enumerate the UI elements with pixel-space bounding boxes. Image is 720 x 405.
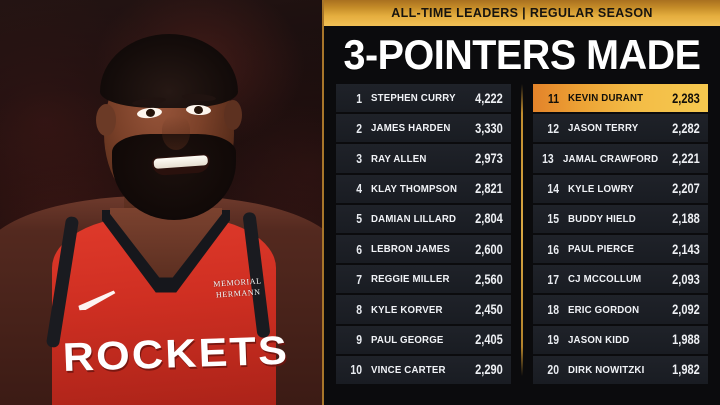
leaderboard-row[interactable]: 10 VINCE CARTER 2,290 — [336, 355, 511, 385]
leaderboard-row[interactable]: 19 JASON KIDD 1,988 — [533, 325, 708, 354]
leaderboard-row[interactable]: 8 KYLE KORVER 2,450 — [336, 295, 511, 324]
row-rank: 15 — [547, 211, 559, 227]
row-player-name: PAUL PIERCE — [568, 243, 635, 256]
leaderboard-row[interactable]: 11 KEVIN DURANT 2,283 — [533, 84, 708, 113]
row-value: 4,222 — [475, 90, 503, 106]
leaderboard-row[interactable]: 4 KLAY THOMPSON 2,821 — [336, 174, 511, 203]
row-value: 2,188 — [672, 211, 700, 227]
row-player-name: ERIC GORDON — [568, 303, 640, 316]
page-title: 3-POINTERS MADE — [343, 31, 701, 78]
leaderboard-row[interactable]: 7 REGGIE MILLER 2,560 — [336, 265, 511, 294]
leaderboard-row[interactable]: 5 DAMIAN LILLARD 2,804 — [336, 204, 511, 234]
row-rank: 3 — [356, 151, 362, 166]
row-value: 2,221 — [672, 151, 700, 166]
row-player-name: DAMIAN LILLARD — [371, 212, 457, 225]
leaderboard-row[interactable]: 1 STEPHEN CURRY 4,222 — [336, 84, 511, 113]
row-rank: 6 — [356, 241, 362, 257]
row-rank: 20 — [547, 362, 559, 378]
row-rank: 17 — [547, 271, 559, 287]
row-rank: 14 — [547, 181, 559, 197]
row-value: 2,093 — [672, 271, 700, 287]
row-rank: 13 — [542, 151, 554, 166]
row-value: 2,282 — [672, 120, 700, 136]
row-player-name: KYLE LOWRY — [568, 182, 634, 195]
row-value: 2,092 — [672, 302, 700, 318]
player-nose — [162, 116, 190, 150]
leaderboard-row[interactable]: 14 KYLE LOWRY 2,207 — [533, 174, 708, 203]
row-rank: 8 — [356, 302, 362, 318]
leaderboard-row[interactable]: 17 CJ MCCOLLUM 2,093 — [533, 265, 708, 294]
leaderboard-row[interactable]: 20 DIRK NOWITZKI 1,982 — [533, 355, 708, 385]
row-player-name: BUDDY HIELD — [568, 212, 636, 225]
row-value: 2,600 — [475, 241, 503, 257]
column-divider — [521, 84, 523, 376]
row-player-name: JAMES HARDEN — [371, 122, 451, 135]
row-rank: 18 — [547, 302, 559, 318]
banner-text: ALL-TIME LEADERS | REGULAR SEASON — [391, 6, 653, 20]
row-rank: 19 — [547, 332, 559, 348]
leaderboard-row[interactable]: 12 JASON TERRY 2,282 — [533, 114, 708, 143]
row-value: 2,143 — [672, 241, 700, 257]
row-value: 1,982 — [672, 362, 700, 378]
row-rank: 16 — [547, 241, 559, 257]
row-player-name: KEVIN DURANT — [568, 92, 644, 105]
row-value: 2,821 — [475, 181, 503, 197]
row-player-name: DIRK NOWITZKI — [568, 363, 645, 376]
row-rank: 5 — [356, 211, 362, 227]
leaderboard-column-left: 1 STEPHEN CURRY 4,222 2 JAMES HARDEN 3,330 3 RA… — [336, 84, 511, 385]
row-player-name: CJ MCCOLLUM — [568, 273, 642, 286]
row-player-name: JAMAL CRAWFORD — [562, 152, 658, 165]
row-player-name: KYLE KORVER — [371, 303, 443, 316]
row-rank: 9 — [356, 332, 362, 348]
leaderboard-row[interactable]: 9 PAUL GEORGE 2,405 — [336, 325, 511, 354]
player-ear-right — [224, 100, 242, 130]
row-rank: 2 — [356, 120, 362, 136]
leaderboard-column-right: 11 KEVIN DURANT 2,283 12 JASON TERRY 2,282 13 J… — [533, 84, 708, 385]
leaderboard-row[interactable]: 3 RAY ALLEN 2,973 — [336, 144, 511, 173]
row-player-name: LEBRON JAMES — [371, 243, 450, 256]
row-player-name: RAY ALLEN — [371, 152, 427, 165]
row-rank: 7 — [356, 271, 362, 287]
row-rank: 4 — [356, 181, 362, 197]
row-value: 2,804 — [475, 211, 503, 227]
row-value: 2,283 — [672, 90, 700, 106]
row-rank: 12 — [547, 120, 559, 136]
row-rank: 11 — [548, 90, 559, 106]
row-value: 2,560 — [475, 271, 503, 287]
row-rank: 10 — [350, 362, 362, 378]
player-photo: MEMORIAL HERMANN ROCKETS — [0, 0, 322, 405]
row-player-name: JASON KIDD — [568, 333, 630, 346]
leaderboard-row[interactable]: 16 PAUL PIERCE 2,143 — [533, 235, 708, 264]
row-value: 2,290 — [475, 362, 503, 378]
leaderboard-row[interactable]: 2 JAMES HARDEN 3,330 — [336, 114, 511, 143]
banner-bar: ALL-TIME LEADERS | REGULAR SEASON — [324, 0, 720, 26]
row-value: 2,450 — [475, 302, 503, 318]
row-player-name: VINCE CARTER — [371, 363, 446, 376]
row-player-name: REGGIE MILLER — [371, 273, 450, 286]
leaderboard-columns: 1 STEPHEN CURRY 4,222 2 JAMES HARDEN 3,330 3 RA… — [324, 84, 720, 385]
row-rank: 1 — [356, 90, 362, 106]
player-teeth — [153, 155, 209, 169]
leaderboard-row[interactable]: 6 LEBRON JAMES 2,600 — [336, 235, 511, 264]
row-value: 3,330 — [475, 120, 503, 136]
row-player-name: KLAY THOMPSON — [371, 182, 458, 195]
leaderboard-row[interactable]: 15 BUDDY HIELD 2,188 — [533, 204, 708, 234]
leaderboard-row[interactable]: 13 JAMAL CRAWFORD 2,221 — [533, 144, 708, 173]
row-value: 1,988 — [672, 332, 700, 348]
row-player-name: JASON TERRY — [568, 122, 639, 135]
row-value: 2,405 — [475, 332, 503, 348]
player-ear-left — [96, 104, 116, 136]
row-value: 2,207 — [672, 181, 700, 197]
leaderboard-row[interactable]: 18 ERIC GORDON 2,092 — [533, 295, 708, 324]
row-value: 2,973 — [475, 151, 503, 166]
jersey-sponsor-patch: MEMORIAL HERMANN — [204, 275, 272, 306]
row-player-name: STEPHEN CURRY — [371, 92, 456, 105]
jersey-team-name: ROCKETS — [62, 328, 290, 380]
leaderboard-panel: ALL-TIME LEADERS | REGULAR SEASON 3-POIN… — [322, 0, 720, 405]
player-jersey — [52, 216, 276, 405]
row-player-name: PAUL GEORGE — [371, 333, 444, 346]
